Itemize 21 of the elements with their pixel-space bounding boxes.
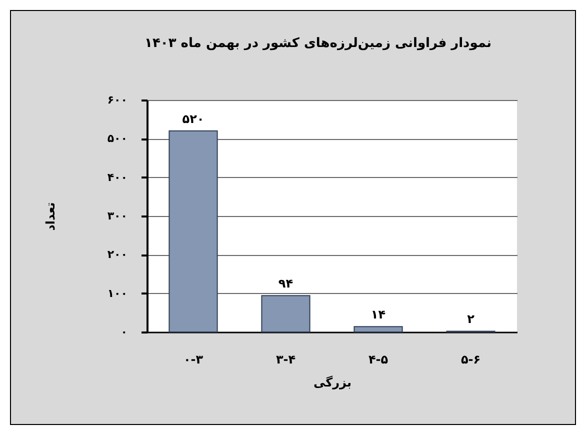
y-tick-label: ۲۰۰ <box>107 248 128 262</box>
y-tick-label: ۵۰۰ <box>107 132 128 146</box>
x-tick-label: ۴-۵ <box>368 352 388 366</box>
y-axis-title: تعداد <box>43 202 58 231</box>
data-label: ۹۴ <box>278 276 294 291</box>
x-tick-label: ۰-۳ <box>183 352 204 366</box>
bar <box>168 130 218 332</box>
chart-title: نمودار فراوانی زمین‌لرزه‌های کشور در بهمن ماه ۱۴۰۳ <box>144 36 492 51</box>
x-tick-label: ۳-۴ <box>276 352 296 366</box>
data-label: ۵۲۰ <box>182 112 204 126</box>
x-axis-title: بزرگی <box>314 376 352 390</box>
x-tick-label: ۵-۶ <box>460 352 481 366</box>
y-tick-label: ۶۰۰ <box>107 94 128 106</box>
data-label: ۱۴ <box>370 308 386 322</box>
data-label: ۲ <box>467 312 476 326</box>
y-tick-label: ۰ <box>120 326 128 338</box>
y-tick-label: ۳۰۰ <box>107 210 128 222</box>
bar <box>261 295 310 332</box>
y-tick-label: ۴۰۰ <box>107 170 128 184</box>
y-tick-label: ۱۰۰ <box>107 286 128 300</box>
bar <box>354 326 403 332</box>
